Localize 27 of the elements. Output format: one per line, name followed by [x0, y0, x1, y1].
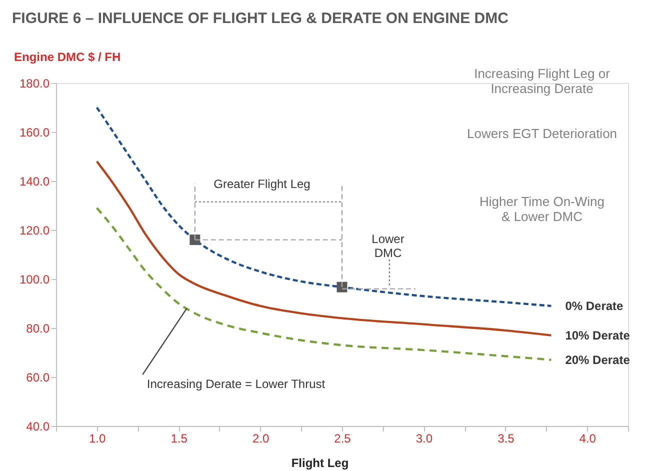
y-tick-label: 40.0 [26, 420, 50, 434]
y-tick-label: 120.0 [19, 224, 50, 238]
y-tick-label: 80.0 [26, 322, 50, 336]
x-axis-title: Flight Leg [291, 456, 349, 470]
x-tick-label: 2.5 [334, 432, 352, 446]
series-label: 0% Derate [565, 298, 624, 313]
x-tick-label: 3.0 [416, 432, 433, 446]
x-tick-label: 1.0 [89, 432, 106, 446]
annotation: Increasing Flight Leg or Increasing Derate [474, 66, 611, 96]
x-tick-label: 1.5 [170, 432, 188, 446]
x-tick-label: 4.0 [579, 432, 596, 446]
annotation: Lowers EGT Deterioration [466, 126, 618, 141]
chart-title: FIGURE 6 – INFLUENCE OF FLIGHT LEG & DERATE ON ENGINE DMC [12, 10, 509, 27]
y-tick-label: 100.0 [19, 272, 50, 286]
y-tick-label: 180.0 [19, 76, 50, 90]
annotation: Lower DMC [372, 232, 404, 260]
annotation: Higher Time On-Wing & Lower DMC [480, 194, 604, 224]
y-tick-label: 60.0 [26, 370, 50, 384]
annotation: Increasing Derate = Lower Thrust [146, 377, 326, 391]
annotation: Greater Flight Leg [214, 177, 310, 191]
y-tick-label: 160.0 [19, 126, 50, 140]
y-tick-label: 140.0 [19, 174, 50, 188]
series-label: 20% Derate [565, 352, 630, 367]
series-label: 10% Derate [565, 328, 630, 342]
x-tick-label: 3.5 [498, 432, 515, 446]
x-tick-label: 2.0 [252, 432, 270, 446]
y-axis-title: Engine DMC $ / FH [14, 50, 121, 64]
